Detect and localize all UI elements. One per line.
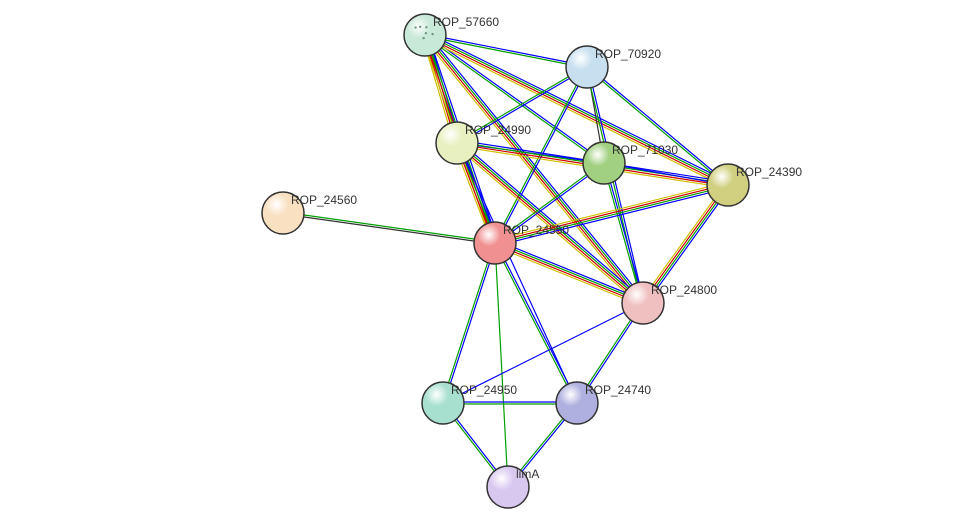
node-ROP_24950[interactable]: [422, 382, 464, 424]
edge: [444, 243, 496, 403]
edge: [645, 187, 730, 305]
node-ROP_71030[interactable]: [583, 142, 625, 184]
edge: [495, 243, 508, 487]
node-ROP_24800[interactable]: [622, 282, 664, 324]
edge: [496, 243, 578, 403]
node-ROP_57660[interactable]: [404, 14, 446, 56]
node-ROP_24550[interactable]: [474, 222, 516, 264]
node-ROP_24740[interactable]: [556, 382, 598, 424]
edge: [283, 212, 495, 242]
node-ROP_24990[interactable]: [436, 122, 478, 164]
node-limA[interactable]: [487, 466, 529, 508]
network-diagram: ROP_57660ROP_70920ROP_24990ROP_71030ROP_…: [0, 0, 975, 523]
node-ROP_70920[interactable]: [566, 46, 608, 88]
node-ROP_24390[interactable]: [707, 164, 749, 206]
network-svg: [0, 0, 975, 523]
edge: [457, 143, 577, 403]
edge: [283, 214, 495, 244]
node-ROP_24560[interactable]: [262, 192, 304, 234]
edge: [442, 243, 494, 403]
edge: [443, 303, 643, 403]
